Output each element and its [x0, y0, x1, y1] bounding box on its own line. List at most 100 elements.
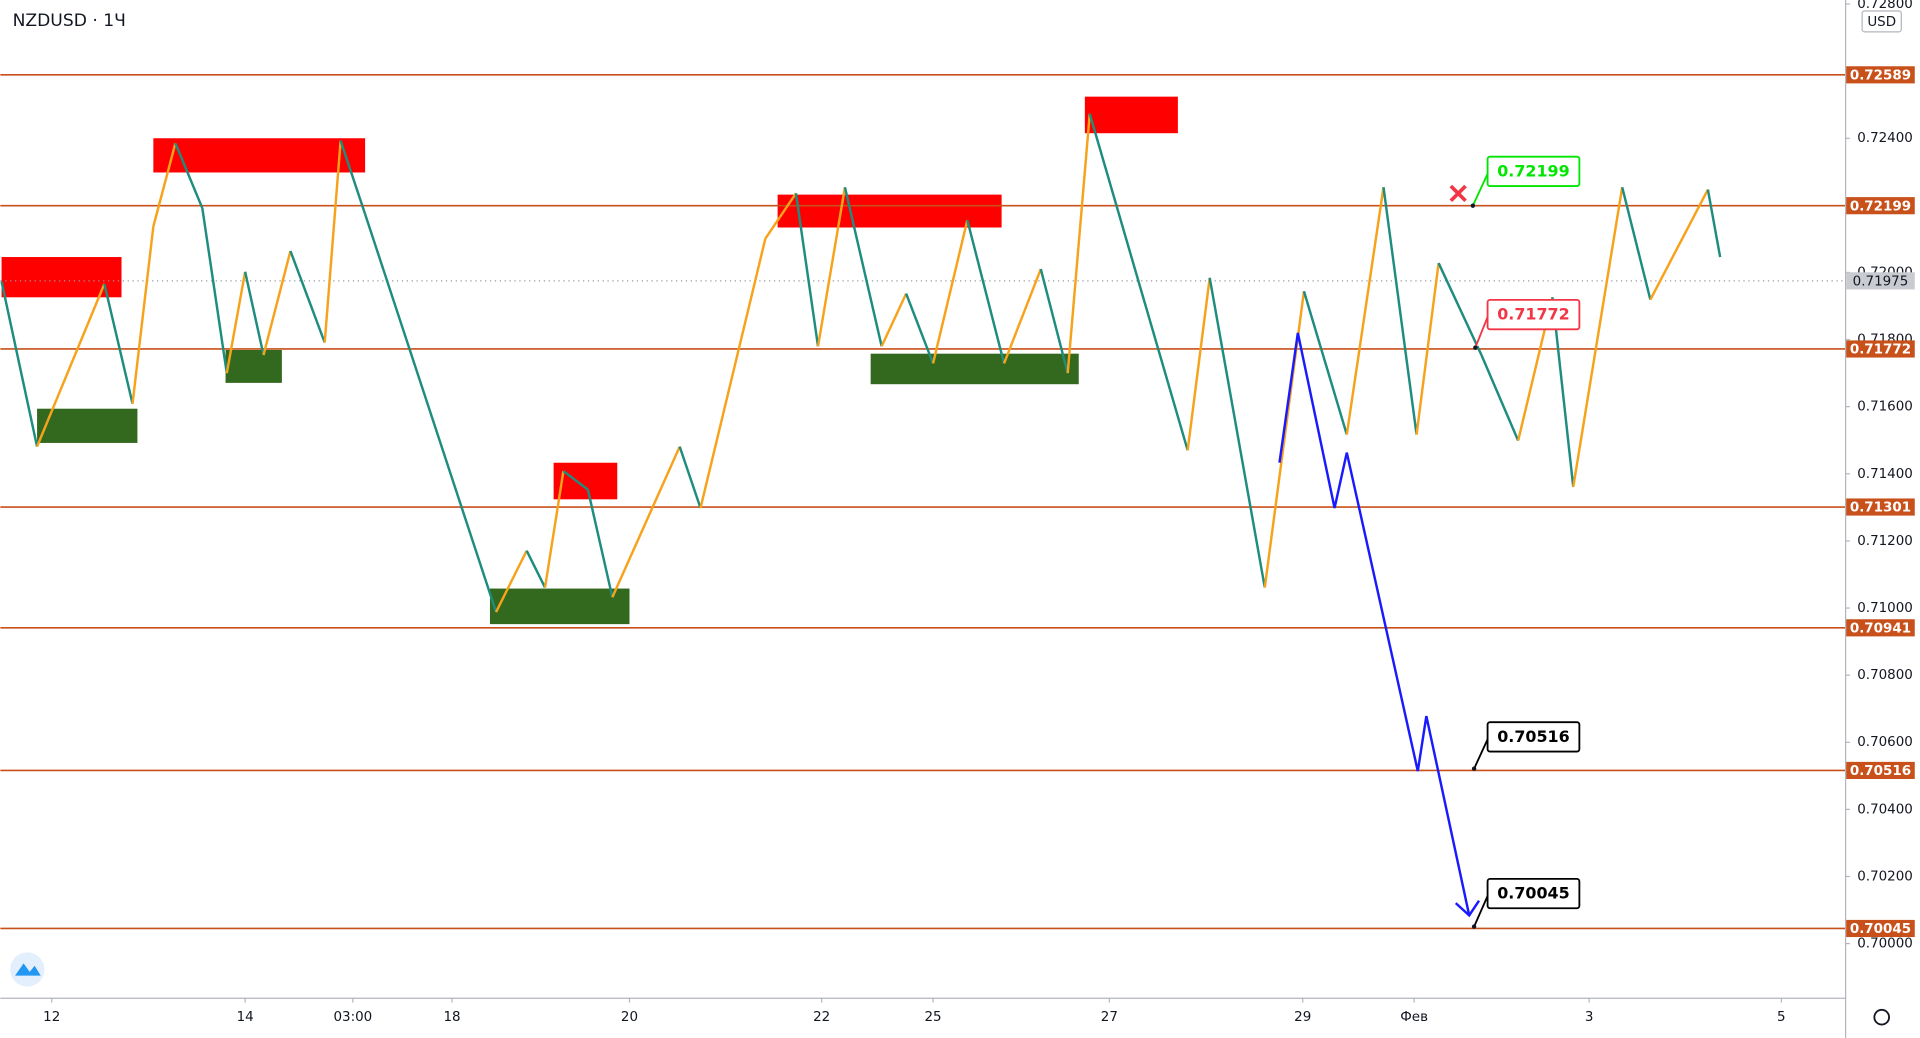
x-tick-label: 03:00	[333, 1010, 372, 1025]
level-label-bg	[1846, 340, 1915, 358]
demand-zone	[37, 408, 138, 443]
level-label: 0.72199	[1850, 199, 1911, 214]
currency-box[interactable]	[1861, 10, 1902, 33]
zigzag-leg	[880, 293, 908, 347]
x-tick-label: 29	[1294, 1010, 1311, 1025]
zigzag-leg	[611, 446, 681, 598]
zigzag-leg	[816, 187, 847, 347]
level-label-bg	[1846, 66, 1915, 84]
zigzag-leg	[363, 213, 498, 613]
callout-anchor	[1470, 203, 1476, 208]
zigzag-leg	[1480, 354, 1520, 442]
cancel-mark	[1449, 184, 1467, 203]
x-tick-label: Фев	[1400, 1010, 1428, 1025]
last-price-label-bg	[1846, 272, 1915, 290]
supply-zone	[1084, 96, 1178, 134]
callout-text: 0.70045	[1497, 884, 1569, 903]
level-label: 0.70045	[1850, 922, 1911, 937]
zigzag-leg	[103, 283, 134, 404]
zigzag-leg	[904, 293, 935, 364]
demand-zone	[489, 588, 630, 625]
zigzag-leg	[1706, 189, 1722, 258]
zigzag-leg	[764, 192, 797, 240]
zigzag-leg	[678, 446, 702, 509]
y-tick-label: 0.71600	[1857, 400, 1913, 415]
zigzag-leg	[1345, 187, 1385, 435]
zigzag-leg	[699, 238, 767, 509]
callout-anchor	[1471, 766, 1477, 771]
callout-anchor	[1473, 345, 1478, 350]
zigzag-leg	[0, 281, 39, 447]
level-label-bg	[1846, 498, 1915, 516]
zigzag-leg	[1572, 187, 1624, 488]
level-label-bg	[1846, 919, 1915, 938]
zigzag-leg	[262, 250, 292, 356]
zigzag-leg	[1002, 268, 1042, 364]
level-label: 0.70516	[1850, 764, 1911, 779]
x-tick-label: 5	[1777, 1010, 1786, 1025]
zigzag-leg	[289, 250, 326, 344]
zigzag-leg	[562, 470, 589, 491]
x-tick-label: 27	[1101, 1010, 1118, 1025]
zigzag-leg	[1649, 189, 1709, 301]
settings-icon[interactable]	[1873, 1008, 1890, 1026]
callout-box	[1486, 298, 1581, 331]
zigzag-leg	[525, 550, 547, 589]
callout-text: 0.70516	[1497, 727, 1569, 746]
zigzag-leg	[35, 283, 106, 448]
supply-zone	[777, 194, 1002, 228]
currency: USD	[1867, 15, 1896, 30]
zigzag-leg	[1208, 277, 1266, 588]
zigzag-leg	[1088, 113, 1189, 451]
y-tick-label: 0.72800	[1857, 0, 1913, 12]
zigzag-leg	[1621, 186, 1652, 300]
callout-box	[1486, 721, 1581, 753]
callout-text: 0.71772	[1497, 305, 1569, 324]
callout-anchor	[1471, 924, 1477, 929]
forecast-path	[1278, 332, 1471, 916]
y-tick-label: 0.70000	[1857, 937, 1913, 952]
x-tick-label: 12	[43, 1010, 60, 1025]
supply-zone	[153, 138, 366, 173]
plot: 0.72199 0.71772 0.70516 0.70045	[0, 74, 1845, 930]
zigzag-leg	[494, 550, 528, 613]
zigzag-leg	[543, 470, 565, 588]
y-tick-label: 0.72400	[1857, 131, 1913, 146]
y-tick-label: 0.70400	[1857, 802, 1913, 817]
zigzag-leg	[1382, 187, 1418, 435]
last-price-label: 0.71975	[1853, 274, 1909, 289]
axes: 0.70000 0.70200 0.70400 0.70600 0.70800 0.710…	[43, 0, 1915, 1025]
zigzag-leg	[323, 140, 342, 343]
zigzag-leg	[1066, 113, 1091, 374]
demand-zone	[870, 353, 1079, 385]
level-label: 0.71772	[1850, 343, 1911, 358]
y-tick-label: 0.70200	[1857, 869, 1913, 884]
zigzag-leg	[1437, 262, 1483, 356]
logo-mark	[15, 963, 41, 976]
zigzag-leg	[1415, 262, 1440, 435]
zigzag-leg	[794, 193, 820, 347]
zigzag-leg	[225, 271, 247, 374]
x-tick-label: 3	[1585, 1010, 1594, 1025]
symbol-title: NZDUSD · 1Ч	[13, 11, 126, 31]
zigzag-leg	[1302, 290, 1348, 435]
demand-zone	[225, 349, 282, 383]
x-tick-label: 25	[925, 1010, 942, 1025]
x-tick-label: 14	[237, 1010, 254, 1025]
supply-zone	[553, 462, 618, 500]
callout-box	[1486, 155, 1581, 187]
zigzag-leg	[966, 219, 1006, 364]
x-tick-label: 22	[813, 1010, 830, 1025]
x-tick-label: 18	[443, 1010, 460, 1025]
level-label-bg	[1846, 197, 1915, 215]
zigzag-leg	[174, 142, 204, 209]
zigzag-leg	[339, 140, 367, 215]
zigzag-leg	[201, 207, 229, 374]
zigzag-leg	[131, 226, 155, 404]
zigzag-leg	[843, 186, 883, 347]
level-label-bg	[1846, 761, 1915, 780]
y-tick-label: 0.71000	[1857, 601, 1913, 616]
